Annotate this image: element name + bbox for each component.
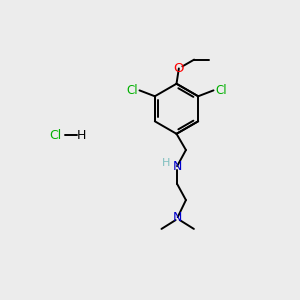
Text: N: N [173, 211, 182, 224]
Text: Cl: Cl [126, 84, 138, 97]
Text: Cl: Cl [215, 84, 226, 97]
Text: H: H [77, 129, 86, 142]
Text: Cl: Cl [50, 129, 62, 142]
Text: O: O [174, 61, 184, 75]
Text: N: N [172, 160, 182, 173]
Text: H: H [162, 158, 170, 168]
